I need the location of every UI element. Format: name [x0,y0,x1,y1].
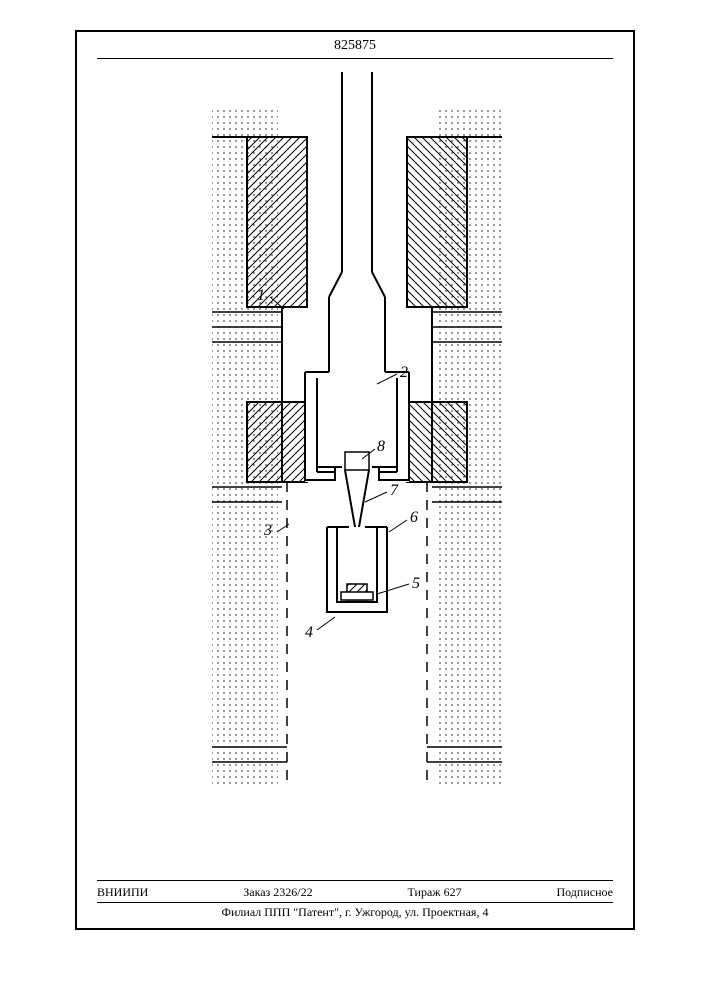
footer: ВНИИПИ Заказ 2326/22 Тираж 627 Подписное… [97,880,613,920]
footer-sub: Подписное [556,885,613,900]
figure-frame: 825875 [75,30,635,930]
label-7: 7 [390,482,398,500]
technical-drawing [77,72,637,852]
header-rule [97,58,613,59]
label-5: 5 [412,575,420,593]
footer-tirazh: Тираж 627 [408,885,462,900]
patent-number: 825875 [77,38,633,54]
footer-address: Филиал ППП "Патент", г. Ужгород, ул. Про… [97,902,613,920]
footer-order: Заказ 2326/22 [243,885,312,900]
label-8: 8 [377,438,385,456]
label-3: 3 [264,522,272,540]
label-1: 1 [257,287,265,305]
label-2: 2 [400,364,408,382]
label-4: 4 [305,624,313,642]
label-6: 6 [410,509,418,527]
footer-org: ВНИИПИ [97,885,148,900]
